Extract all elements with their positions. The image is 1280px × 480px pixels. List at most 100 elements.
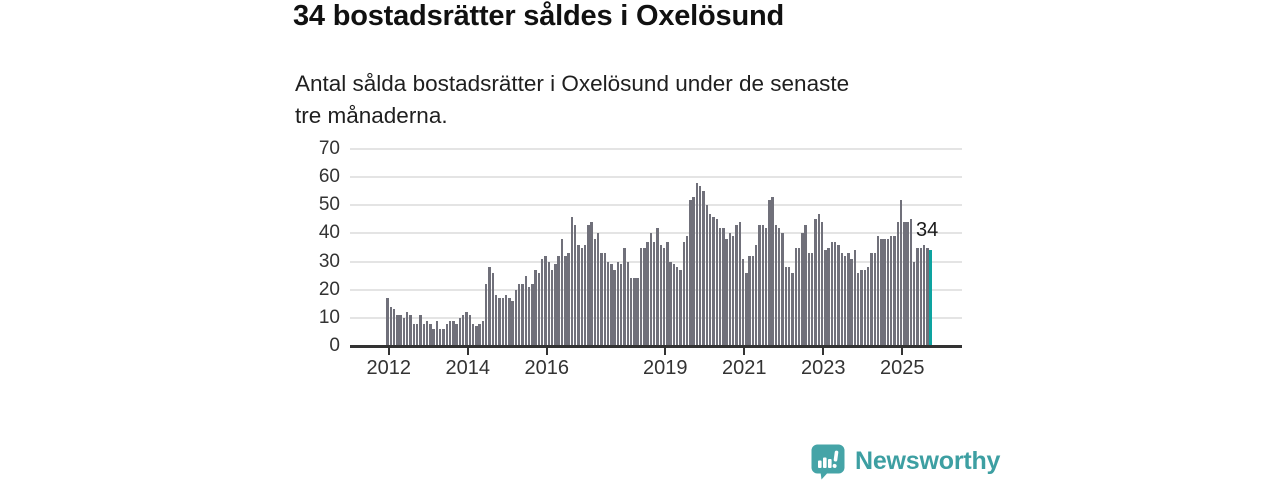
- bar: [666, 241, 669, 346]
- brand-footer: Newsworthy: [810, 443, 1000, 480]
- bar: [544, 255, 547, 346]
- bar: [827, 247, 830, 346]
- bar: [386, 298, 389, 346]
- bar: [646, 241, 649, 346]
- highlighted-bar: [929, 250, 932, 346]
- bar: [889, 236, 893, 346]
- bar: [577, 244, 580, 346]
- bar: [475, 326, 478, 346]
- bar: [399, 315, 402, 346]
- bar: [708, 213, 712, 346]
- bar: [672, 264, 676, 346]
- bar: [682, 241, 686, 346]
- bar: [731, 236, 735, 346]
- bar: [758, 225, 761, 346]
- y-axis-tick-label: 30: [318, 250, 340, 272]
- bar: [573, 225, 577, 346]
- bar: [764, 227, 768, 346]
- bar: [498, 298, 501, 346]
- bar: [807, 253, 811, 346]
- bar: [804, 225, 807, 346]
- bar: [422, 323, 425, 346]
- bar: [508, 298, 511, 346]
- x-axis-tick: [901, 348, 904, 355]
- bar: [583, 244, 587, 346]
- bar: [639, 247, 643, 346]
- bar: [866, 267, 870, 346]
- bar: [541, 258, 544, 346]
- bar: [455, 323, 458, 346]
- bar: [903, 222, 906, 346]
- bar: [787, 267, 791, 346]
- x-axis-tick: [822, 348, 825, 355]
- x-axis-tick-label: 2019: [643, 357, 688, 379]
- bar: [580, 247, 583, 346]
- bar: [913, 261, 916, 346]
- y-axis-tick-label: 70: [318, 138, 340, 159]
- bar: [843, 255, 847, 346]
- bar: [722, 227, 725, 346]
- bar: [643, 247, 646, 346]
- bar-chart-plot-area: 0 10 20 30 40 50 60 70 2012 2014 2016 2019 2021 2023…: [319, 138, 962, 379]
- bar: [712, 216, 715, 346]
- bar: [922, 244, 926, 346]
- bar: [560, 239, 564, 346]
- bar: [626, 261, 630, 346]
- bar: [425, 320, 429, 346]
- bar: [629, 278, 633, 346]
- bar: [445, 323, 448, 346]
- bar: [478, 323, 481, 346]
- bar: [521, 284, 524, 346]
- bar: [485, 284, 488, 346]
- gridline: [350, 288, 962, 291]
- x-axis-tick-label: 2023: [801, 357, 846, 379]
- bar: [863, 270, 867, 346]
- bar: [633, 278, 636, 346]
- bar: [623, 247, 626, 346]
- bar: [524, 275, 527, 346]
- bar: [389, 306, 393, 346]
- last-value-annotation: 34: [916, 219, 939, 241]
- bar: [596, 233, 600, 346]
- bar: [817, 213, 820, 346]
- bar: [771, 196, 774, 346]
- bar: [718, 227, 722, 346]
- gridline: [350, 148, 962, 150]
- brand-name: Newsworthy: [855, 447, 1001, 475]
- bar: [662, 247, 666, 346]
- bar: [880, 239, 883, 346]
- bar: [699, 185, 702, 346]
- x-axis-tick-label: 2025: [880, 357, 925, 379]
- y-axis-tick-label: 10: [318, 306, 340, 328]
- bar: [689, 199, 692, 346]
- bar: [840, 253, 844, 346]
- bar: [919, 247, 923, 346]
- bar: [830, 241, 834, 346]
- bar: [926, 247, 929, 346]
- bar: [550, 270, 554, 346]
- x-axis-tick: [466, 348, 469, 355]
- y-axis-tick-label: 50: [318, 194, 340, 216]
- bar: [791, 272, 794, 346]
- bar: [695, 182, 699, 346]
- bar: [590, 222, 593, 346]
- bar: [883, 239, 886, 346]
- bar: [649, 233, 653, 346]
- bar: [600, 253, 603, 346]
- bar: [774, 225, 778, 346]
- bar: [636, 278, 639, 346]
- bar: [442, 329, 445, 346]
- bar: [415, 323, 419, 346]
- x-axis-tick: [387, 348, 390, 355]
- bar: [837, 244, 840, 346]
- bar: [491, 272, 495, 346]
- gridline: [350, 204, 962, 207]
- bar: [876, 236, 880, 346]
- bar: [725, 239, 728, 346]
- bar: [781, 233, 784, 346]
- bar: [834, 241, 837, 346]
- bar: [751, 255, 755, 346]
- bar: [438, 329, 442, 346]
- bar: [896, 222, 899, 346]
- bar: [481, 320, 485, 346]
